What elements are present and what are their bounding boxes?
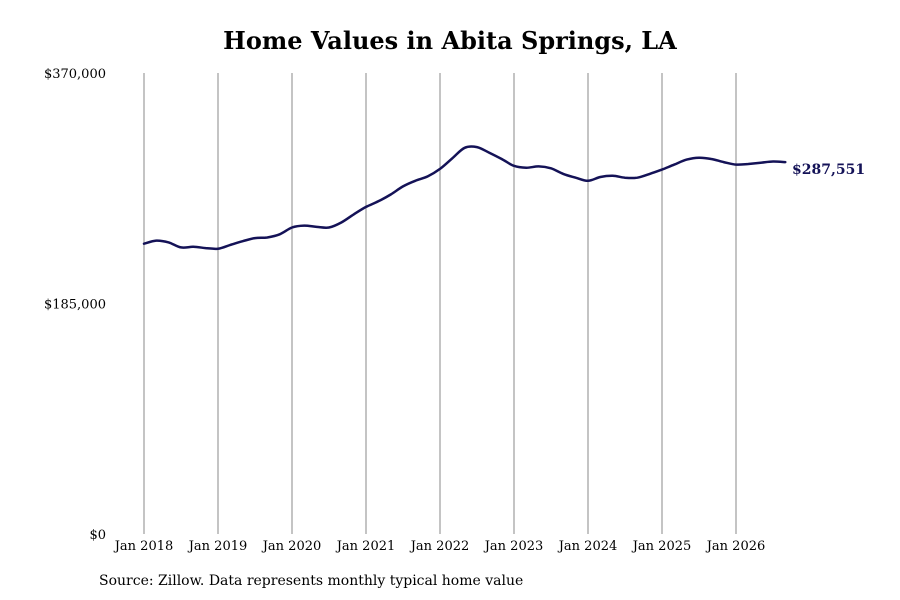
- x-axis: Jan 2018 Jan 2019 Jan 2020 Jan 2021 Jan 2022…: [113, 539, 766, 554]
- x-tick-label: Jan 2024: [557, 539, 618, 554]
- x-tick-label: Jan 2019: [187, 539, 248, 554]
- x-tick-label: Jan 2021: [335, 539, 396, 554]
- grid-layer: [143, 73, 737, 534]
- x-tick-label: Jan 2020: [261, 539, 322, 554]
- y-axis: $0 $185,000 $370,000: [44, 67, 106, 543]
- x-tick-label: Jan 2025: [631, 539, 692, 554]
- source-note: Source: Zillow. Data represents monthly …: [99, 573, 524, 589]
- y-tick-label: $0: [89, 528, 106, 543]
- x-tick-label: Jan 2023: [483, 539, 544, 554]
- y-tick-label: $185,000: [44, 298, 106, 313]
- home-value-line: [142, 145, 787, 251]
- series-layer: [142, 145, 787, 251]
- x-tick-label: Jan 2018: [113, 539, 174, 554]
- x-tick-label: Jan 2022: [409, 539, 470, 554]
- end-value-label: $287,551: [792, 162, 865, 178]
- chart-title: Home Values in Abita Springs, LA: [223, 26, 677, 55]
- label-layer: $287,551: [792, 162, 865, 178]
- y-tick-label: $370,000: [44, 67, 106, 82]
- x-tick-label: Jan 2026: [705, 539, 766, 554]
